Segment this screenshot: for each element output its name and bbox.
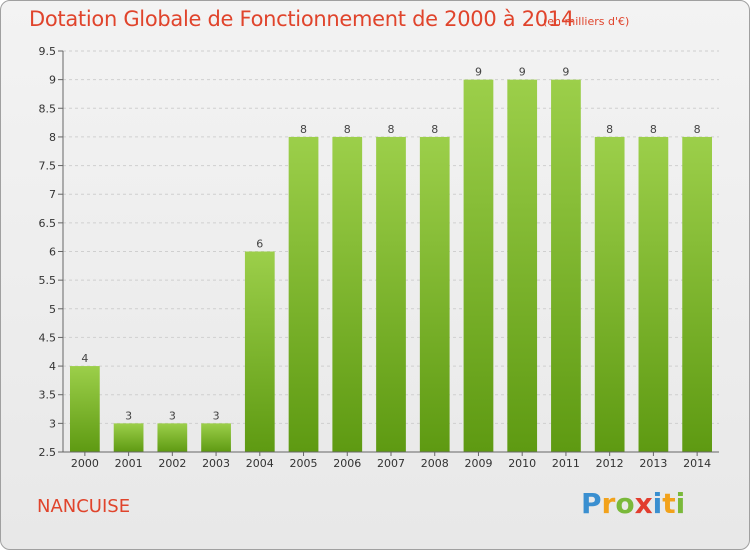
bar xyxy=(288,136,319,452)
x-tick-label: 2004 xyxy=(246,457,274,470)
x-tick-label: 2014 xyxy=(683,457,711,470)
y-tick-label: 5.5 xyxy=(39,274,57,287)
bar-value-label: 3 xyxy=(125,409,132,422)
logo-letter: i xyxy=(675,487,686,520)
bar xyxy=(113,423,144,452)
x-tick-label: 2001 xyxy=(115,457,143,470)
chart-subtitle: (en milliers d'€) xyxy=(543,15,630,28)
x-tick-label: 2002 xyxy=(158,457,186,470)
logo-letter: o xyxy=(615,487,635,520)
bar-value-label: 8 xyxy=(344,123,351,136)
y-tick-label: 2.5 xyxy=(39,446,57,459)
bar-value-label: 4 xyxy=(81,352,88,365)
y-tick-label: 4.5 xyxy=(39,331,57,344)
bar-value-label: 8 xyxy=(606,123,613,136)
bar xyxy=(638,136,669,452)
x-tick-label: 2003 xyxy=(202,457,230,470)
bar xyxy=(201,423,231,452)
bar-value-label: 8 xyxy=(650,123,657,136)
bar xyxy=(376,136,406,452)
bar xyxy=(463,79,494,453)
x-tick-label: 2008 xyxy=(421,457,449,470)
x-tick-label: 2007 xyxy=(377,457,405,470)
bar xyxy=(244,251,275,452)
bar-value-label: 9 xyxy=(519,66,526,79)
y-tick-label: 8 xyxy=(49,131,56,144)
bar xyxy=(682,136,713,452)
bar-value-label: 8 xyxy=(300,123,307,136)
x-tick-label: 2011 xyxy=(552,457,580,470)
bar xyxy=(332,136,363,452)
x-tick-label: 2012 xyxy=(596,457,624,470)
y-tick-label: 8.5 xyxy=(39,102,57,115)
x-tick-label: 2013 xyxy=(639,457,667,470)
x-tick-label: 2006 xyxy=(333,457,361,470)
logo-letter: i xyxy=(652,487,663,520)
y-tick-label: 9.5 xyxy=(39,45,57,58)
y-tick-label: 4 xyxy=(49,360,56,373)
bar-value-label: 3 xyxy=(213,409,220,422)
x-tick-label: 2009 xyxy=(464,457,492,470)
bar-value-label: 9 xyxy=(475,66,482,79)
bar-value-label: 9 xyxy=(562,66,569,79)
bar xyxy=(551,79,581,453)
bar-value-label: 6 xyxy=(256,238,263,251)
x-tick-label: 2010 xyxy=(508,457,536,470)
bar xyxy=(594,136,625,452)
bar-value-label: 8 xyxy=(388,123,395,136)
y-tick-label: 7.5 xyxy=(39,160,57,173)
bar xyxy=(419,136,450,452)
y-tick-label: 3 xyxy=(49,417,56,430)
bar xyxy=(507,79,538,453)
bar xyxy=(69,366,100,452)
bar-value-label: 8 xyxy=(694,123,701,136)
bar-value-label: 3 xyxy=(169,409,176,422)
commune-name: NANCUISE xyxy=(37,496,131,517)
chart-title: Dotation Globale de Fonctionnement de 20… xyxy=(29,7,574,31)
logo-letter: P xyxy=(581,487,602,520)
y-tick-label: 7 xyxy=(49,188,56,201)
y-tick-label: 5 xyxy=(49,303,56,316)
logo-letter: t xyxy=(662,487,676,520)
logo-letter: x xyxy=(634,487,653,520)
bar-value-label: 8 xyxy=(431,123,438,136)
y-tick-label: 6 xyxy=(49,246,56,259)
y-tick-label: 6.5 xyxy=(39,217,57,230)
bar xyxy=(157,423,188,452)
x-tick-label: 2000 xyxy=(71,457,99,470)
y-tick-label: 3.5 xyxy=(39,389,57,402)
logo-letter: r xyxy=(601,487,616,520)
x-tick-label: 2005 xyxy=(290,457,318,470)
y-tick-label: 9 xyxy=(49,74,56,87)
proxiti-logo[interactable]: Proxiti xyxy=(581,487,685,520)
